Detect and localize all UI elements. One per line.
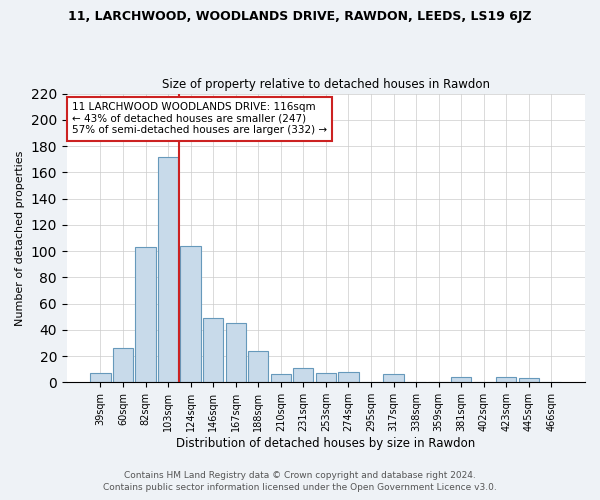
Bar	[203, 318, 223, 382]
Bar	[338, 372, 359, 382]
Bar	[451, 377, 471, 382]
Bar	[226, 324, 246, 382]
Bar	[316, 373, 336, 382]
Title: Size of property relative to detached houses in Rawdon: Size of property relative to detached ho…	[162, 78, 490, 91]
Text: 11 LARCHWOOD WOODLANDS DRIVE: 116sqm
← 43% of detached houses are smaller (247)
: 11 LARCHWOOD WOODLANDS DRIVE: 116sqm ← 4…	[72, 102, 327, 136]
Bar	[293, 368, 313, 382]
Bar	[158, 156, 178, 382]
Text: 11, LARCHWOOD, WOODLANDS DRIVE, RAWDON, LEEDS, LS19 6JZ: 11, LARCHWOOD, WOODLANDS DRIVE, RAWDON, …	[68, 10, 532, 23]
Bar	[383, 374, 404, 382]
Bar	[518, 378, 539, 382]
Bar	[136, 247, 156, 382]
Bar	[113, 348, 133, 382]
Y-axis label: Number of detached properties: Number of detached properties	[15, 150, 25, 326]
Bar	[248, 351, 268, 382]
Bar	[181, 246, 201, 382]
Bar	[271, 374, 291, 382]
X-axis label: Distribution of detached houses by size in Rawdon: Distribution of detached houses by size …	[176, 437, 476, 450]
Bar	[496, 377, 517, 382]
Bar	[91, 373, 110, 382]
Text: Contains HM Land Registry data © Crown copyright and database right 2024.
Contai: Contains HM Land Registry data © Crown c…	[103, 471, 497, 492]
